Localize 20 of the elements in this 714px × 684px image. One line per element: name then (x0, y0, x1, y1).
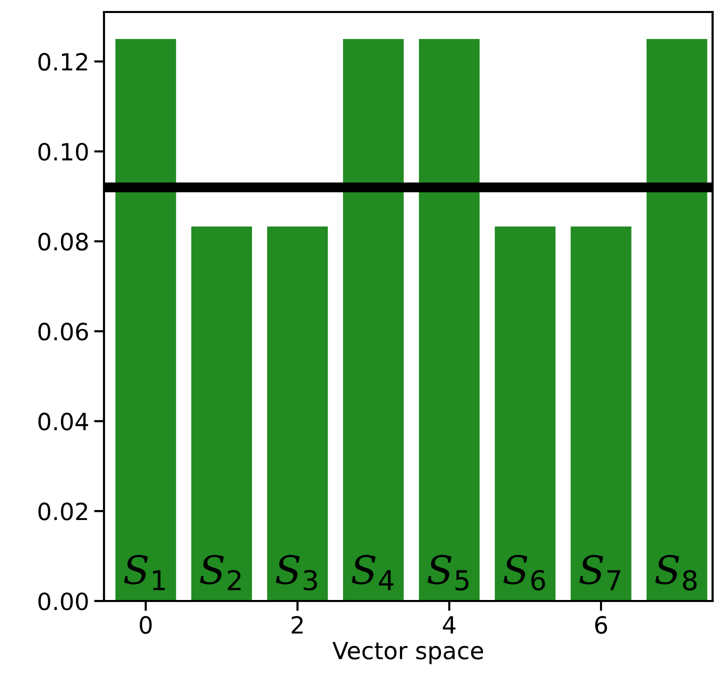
y-tick-label: 0.04 (38, 412, 88, 430)
y-tick-label: 0.02 (38, 502, 88, 520)
annotation: S$_{7}$ (579, 554, 620, 590)
y-tick-label: 0.00 (38, 592, 88, 610)
annotation: S$_{5}$ (428, 554, 468, 591)
annotation: S$_{6}$ (504, 554, 546, 591)
x-axis-title: Vector space (332, 642, 484, 664)
annotation: S$_{4}$ (352, 554, 394, 590)
annotation: S$_{1}$ (124, 554, 165, 590)
y-tick-label: 0.06 (38, 322, 88, 341)
annotation: S$_{3}$ (276, 554, 317, 591)
annotation: S$_{2}$ (200, 554, 240, 590)
x-tick-label: 6 (595, 616, 608, 634)
y-tick-label: 0.10 (38, 142, 88, 161)
y-tick-label: 0.12 (38, 52, 88, 71)
x-tick-label: 0 (140, 616, 152, 634)
x-tick-label: 4 (442, 616, 456, 634)
y-tick-label: 0.08 (38, 232, 88, 251)
x-tick-label: 2 (292, 616, 303, 634)
annotation: S$_{8}$ (655, 554, 697, 591)
